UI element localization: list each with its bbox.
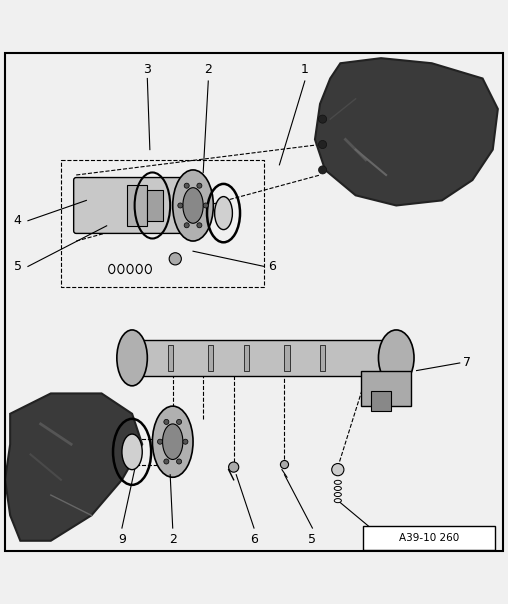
Text: 2: 2 xyxy=(204,63,212,76)
Circle shape xyxy=(229,462,239,472)
Polygon shape xyxy=(315,58,498,205)
Text: 6: 6 xyxy=(250,533,258,546)
Bar xyxy=(244,345,249,371)
Text: 2: 2 xyxy=(169,533,177,546)
Circle shape xyxy=(169,252,181,265)
Text: A39-10 260: A39-10 260 xyxy=(399,533,459,543)
Circle shape xyxy=(332,463,344,476)
Circle shape xyxy=(164,419,169,425)
Text: 3: 3 xyxy=(143,63,151,76)
Circle shape xyxy=(177,459,182,464)
Ellipse shape xyxy=(214,196,233,230)
Text: 9: 9 xyxy=(118,533,126,546)
Circle shape xyxy=(157,439,163,444)
Ellipse shape xyxy=(173,170,213,241)
Text: 6: 6 xyxy=(268,260,276,273)
Circle shape xyxy=(178,203,183,208)
Polygon shape xyxy=(5,393,142,541)
Circle shape xyxy=(280,460,289,469)
Text: 1: 1 xyxy=(301,63,309,76)
Bar xyxy=(127,185,147,226)
Ellipse shape xyxy=(122,434,142,470)
Text: 5: 5 xyxy=(308,533,316,546)
Circle shape xyxy=(197,183,202,188)
Circle shape xyxy=(319,141,327,149)
Text: 7: 7 xyxy=(463,356,471,370)
Bar xyxy=(371,391,391,411)
Ellipse shape xyxy=(163,424,183,460)
Circle shape xyxy=(183,439,188,444)
Circle shape xyxy=(164,459,169,464)
Bar xyxy=(168,345,173,371)
Circle shape xyxy=(203,203,208,208)
Circle shape xyxy=(319,115,327,123)
Text: 5: 5 xyxy=(14,260,22,273)
FancyBboxPatch shape xyxy=(74,178,190,233)
Circle shape xyxy=(197,223,202,228)
Bar xyxy=(361,371,411,406)
Ellipse shape xyxy=(152,406,193,477)
Bar xyxy=(122,340,401,376)
Ellipse shape xyxy=(183,188,203,223)
Text: 8: 8 xyxy=(367,533,375,546)
Bar xyxy=(284,345,290,371)
Circle shape xyxy=(184,223,189,228)
Text: 4: 4 xyxy=(14,214,22,227)
Bar xyxy=(147,190,163,220)
FancyBboxPatch shape xyxy=(363,525,495,550)
Circle shape xyxy=(177,419,182,425)
Circle shape xyxy=(184,183,189,188)
Bar xyxy=(320,345,325,371)
Bar xyxy=(208,345,213,371)
Circle shape xyxy=(319,166,327,174)
Ellipse shape xyxy=(378,330,414,386)
Ellipse shape xyxy=(117,330,147,386)
